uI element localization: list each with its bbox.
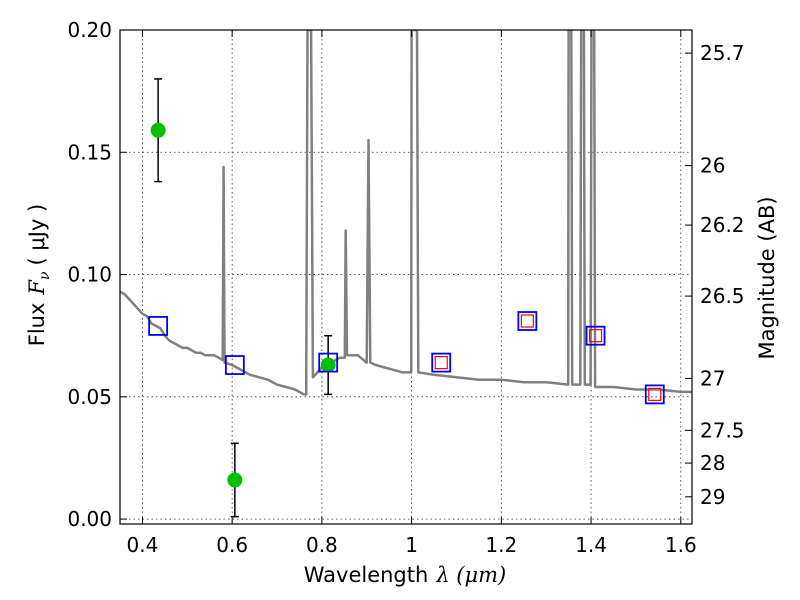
x-tick-label: 1.2 [485, 533, 517, 557]
model-band-square [318, 352, 339, 373]
photometry-point [320, 334, 336, 396]
y2-tick-label: 27.5 [700, 418, 745, 442]
y-tick-label: 0.05 [67, 385, 112, 409]
y-tick-label: 0.15 [67, 140, 112, 164]
x-tick-label: 0.4 [127, 533, 159, 557]
x-tick-label: 0.8 [306, 533, 338, 557]
grid-lines [120, 29, 692, 524]
model-band-square [431, 352, 452, 373]
x-tick-label: 1.4 [575, 533, 607, 557]
y-tick-label: 0.00 [67, 507, 112, 531]
photometry-marker [227, 472, 243, 488]
band-flux-square [588, 329, 603, 343]
y2-tick-label: 26.5 [700, 284, 745, 308]
y2-tick-label: 28 [700, 451, 725, 475]
model-band-square [585, 325, 606, 346]
y2-tick-label: 25.7 [700, 41, 745, 65]
svg-text:Magnitude (AB): Magnitude (AB) [755, 196, 779, 359]
photometry-marker [150, 122, 166, 138]
y2-tick-label: 27 [700, 366, 725, 390]
y-tick-label: 0.10 [67, 263, 112, 287]
x-tick-label: 0.6 [216, 533, 248, 557]
band-flux-square [520, 314, 534, 328]
band-flux-square [648, 387, 662, 401]
photometry-point [150, 78, 166, 183]
model-band-square [148, 316, 169, 336]
x-tick-label: 1.6 [665, 533, 697, 557]
model-spectrum-line [120, 30, 692, 396]
y2-tick-label: 26 [700, 154, 725, 178]
y2-tick-label: 26.2 [700, 213, 745, 237]
y2-tick-label: 29 [700, 485, 725, 509]
plot-area [120, 30, 692, 518]
y-axis-title: FluxFν( μJy ) [25, 204, 53, 346]
photometry-marker [320, 357, 336, 373]
y2-axis-title: Magnitude (AB) [755, 196, 779, 359]
band-flux-square [434, 355, 448, 370]
x-tick-label: 1 [405, 533, 418, 557]
plot-frame [119, 29, 693, 525]
model-band-square [644, 384, 665, 405]
x-axis-title: Wavelength λ (μm) [304, 563, 507, 587]
model-band-square [517, 311, 538, 331]
tick-labels: 0.4 0.6 0.8 1 1.2 1.4 1.6 0.00 0.05 0.10 0.15 0.20 2… [67, 18, 744, 557]
svg-text:FluxFν( μJy ): FluxFν( μJy ) [25, 204, 53, 346]
model-band-square [224, 355, 245, 375]
axes [119, 29, 693, 525]
y-tick-label: 0.20 [67, 18, 112, 42]
photometry-point [227, 442, 243, 518]
